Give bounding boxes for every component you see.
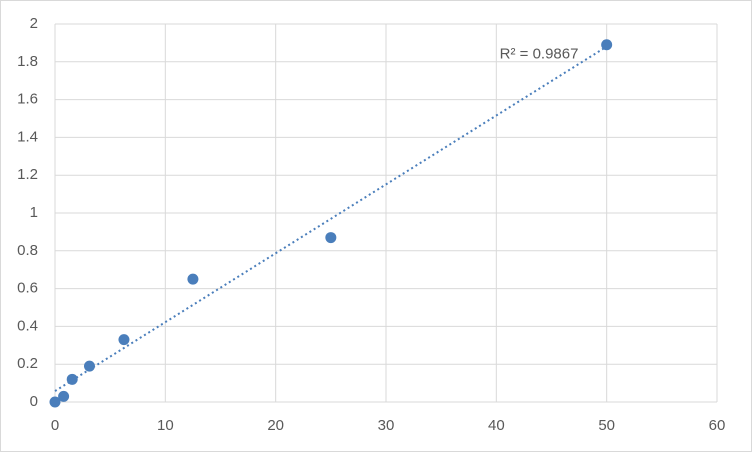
- x-tick-label: 0: [51, 417, 59, 434]
- y-tick-label: 0: [30, 393, 38, 410]
- point: [83, 360, 95, 372]
- x-tick-label: 50: [598, 417, 615, 434]
- y-tick-label: 1.2: [17, 166, 38, 183]
- x-tick-label: 30: [378, 417, 395, 434]
- y-tick-label: 1.6: [17, 91, 38, 108]
- y-tick-label: 0.4: [17, 317, 38, 334]
- y-tick-label: 1.4: [17, 128, 38, 145]
- point: [187, 273, 199, 285]
- y-tick-label: 2: [30, 15, 38, 32]
- x-tick-label: 60: [709, 417, 726, 434]
- y-tick-label: 0.8: [17, 242, 38, 259]
- point: [49, 396, 61, 408]
- y-tick-label: 1.8: [17, 53, 38, 70]
- y-tick-label: 1: [30, 204, 38, 221]
- y-tick-label: 0.6: [17, 280, 38, 297]
- trendline: [54, 45, 608, 392]
- x-tick-label: 20: [267, 417, 284, 434]
- point: [325, 232, 337, 244]
- trendline-label: R² = 0.9867: [500, 46, 579, 63]
- x-tick-label: 10: [157, 417, 174, 434]
- point: [58, 390, 70, 402]
- y-tick-label: 0.2: [17, 355, 38, 372]
- x-tick-label: 40: [488, 417, 505, 434]
- point: [66, 373, 78, 385]
- point: [601, 39, 613, 51]
- point: [118, 334, 130, 346]
